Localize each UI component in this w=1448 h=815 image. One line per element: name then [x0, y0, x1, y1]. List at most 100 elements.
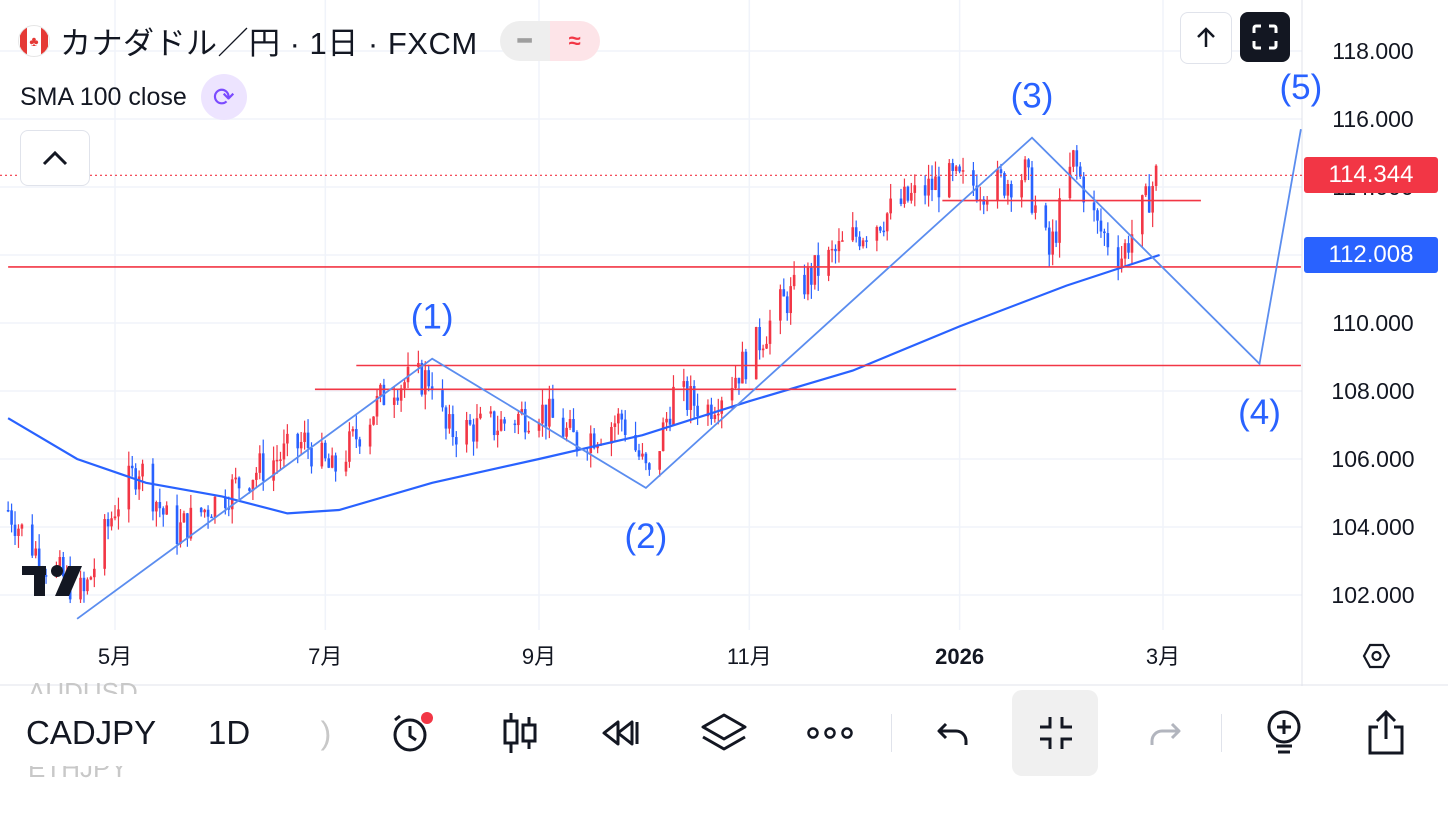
- candle-body: [1116, 247, 1120, 267]
- y-tick-label: 106.000: [1331, 446, 1414, 472]
- share-button[interactable]: [1358, 686, 1414, 780]
- candle-body: [913, 185, 917, 193]
- undo-button[interactable]: [926, 686, 982, 780]
- candle-body: [34, 548, 38, 556]
- next-symbol[interactable]: ETHJPY: [28, 766, 128, 783]
- candle-body: [837, 241, 841, 252]
- redo-button[interactable]: [1136, 686, 1192, 780]
- candle-body: [1072, 150, 1075, 167]
- canada-flag-icon: ♣: [18, 24, 50, 57]
- minus-icon[interactable]: ━: [499, 20, 550, 61]
- candle-body: [544, 404, 548, 427]
- layers-button[interactable]: [696, 686, 752, 780]
- candle-body: [996, 169, 999, 201]
- candle-body: [903, 186, 906, 204]
- candle-body: [854, 227, 858, 237]
- more-button[interactable]: [800, 686, 860, 780]
- candle-body: [275, 459, 279, 462]
- candle-body: [803, 274, 806, 295]
- candle-body: [685, 381, 689, 410]
- tradingview-logo: [22, 560, 92, 603]
- candle-body: [1151, 185, 1154, 213]
- candle-body: [761, 348, 765, 351]
- candle-body: [592, 433, 596, 449]
- candle-body: [248, 488, 251, 491]
- candle-body: [841, 240, 844, 242]
- wave-label: (4): [1238, 393, 1281, 432]
- candle-body: [1034, 205, 1037, 213]
- candle-body: [355, 429, 358, 440]
- indicator-label[interactable]: SMA 100 close: [20, 82, 187, 111]
- candle-body: [982, 199, 986, 205]
- candle-body: [351, 429, 355, 432]
- add-bulb-icon: [1267, 710, 1301, 754]
- symbol-selector[interactable]: CADJPY: [26, 714, 157, 751]
- candle-body: [403, 382, 406, 389]
- candle-body: [910, 192, 913, 201]
- collapse-button[interactable]: [1026, 686, 1086, 780]
- candle-body: [117, 509, 120, 517]
- add-idea-button[interactable]: [1256, 686, 1312, 780]
- candle-body: [496, 430, 499, 436]
- candles-icon: [503, 713, 537, 753]
- candle-body: [1106, 233, 1110, 248]
- candle-body: [79, 577, 82, 600]
- candle-body: [130, 465, 134, 469]
- candle-body: [1003, 173, 1006, 196]
- candle-body: [999, 169, 1003, 174]
- collapse-legend-button[interactable]: [20, 130, 90, 186]
- replay-button[interactable]: [592, 686, 648, 780]
- candle-body: [423, 370, 427, 395]
- candle-body: [475, 418, 479, 442]
- candle-body: [1147, 186, 1151, 213]
- candle-body: [210, 516, 213, 519]
- scroll-up-button[interactable]: [1180, 12, 1232, 64]
- candle-body: [1075, 150, 1079, 167]
- fullscreen-button[interactable]: [1240, 12, 1290, 62]
- chart-type-button[interactable]: [492, 686, 548, 780]
- candle-body: [734, 377, 737, 388]
- candle-body: [958, 166, 961, 172]
- price-chart[interactable]: 118.000116.000114.000112.000110.000108.0…: [0, 0, 1448, 686]
- candle-body: [230, 479, 234, 510]
- candle-body: [444, 407, 448, 429]
- candle-body: [710, 404, 713, 420]
- candle-body: [954, 166, 958, 171]
- candle-body: [785, 296, 789, 314]
- candle-body: [575, 432, 579, 452]
- candle-body: [972, 170, 975, 186]
- candle-body: [754, 327, 758, 380]
- scroll-fade: ): [320, 714, 332, 751]
- candle-body: [430, 386, 434, 391]
- candle-body: [224, 496, 227, 509]
- refresh-icon[interactable]: ⟳: [200, 74, 247, 120]
- candle-body: [203, 509, 206, 513]
- candle-body: [310, 447, 313, 467]
- candle-body: [141, 463, 144, 477]
- candle-body: [468, 419, 472, 425]
- candle-body: [541, 404, 544, 424]
- candle-body: [472, 424, 475, 442]
- candle-body: [834, 248, 837, 252]
- candle-body: [448, 414, 451, 429]
- candle-body: [1120, 258, 1123, 267]
- candle-body: [513, 423, 517, 426]
- candle-body: [110, 518, 113, 527]
- wave-icon[interactable]: ≈: [549, 20, 600, 61]
- candle-body: [286, 433, 289, 444]
- candle-body: [1054, 231, 1058, 243]
- symbol-title[interactable]: カナダドル／円 · 1日 · FXCM: [60, 26, 478, 61]
- candle-body: [565, 427, 568, 437]
- candle-body: [306, 432, 310, 448]
- candle-body: [368, 424, 372, 447]
- timeframe-selector[interactable]: 1D: [208, 714, 251, 751]
- candle-body: [1047, 227, 1051, 255]
- candle-body: [985, 200, 989, 205]
- candle-body: [672, 386, 675, 425]
- candle-body: [106, 519, 110, 527]
- alert-button[interactable]: [384, 686, 440, 780]
- candle-body: [975, 185, 979, 201]
- candle-body: [899, 198, 903, 204]
- candle-body: [1103, 231, 1106, 234]
- previous-symbol[interactable]: AUDUSD: [28, 677, 138, 694]
